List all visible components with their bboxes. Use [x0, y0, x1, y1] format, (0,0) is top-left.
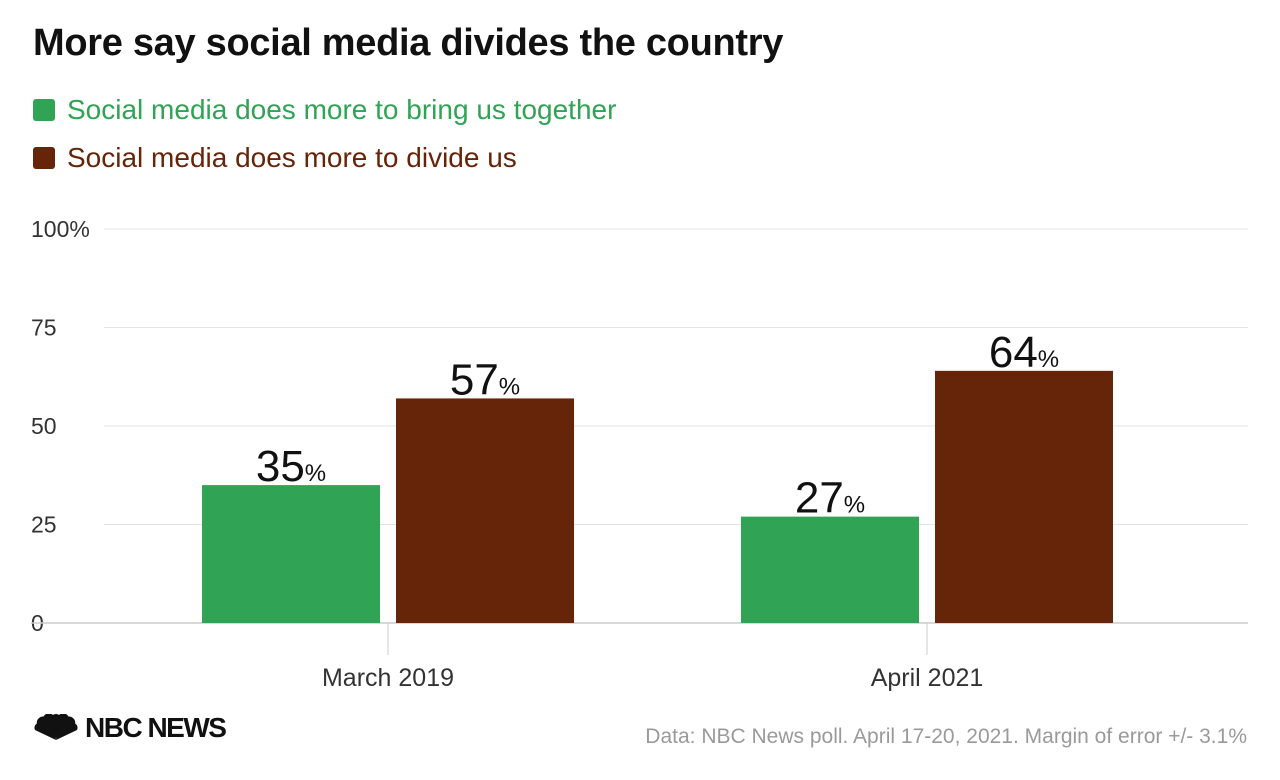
source-note: Data: NBC News poll. April 17-20, 2021. … [645, 725, 1247, 748]
y-tick-label: 75 [31, 315, 57, 341]
y-tick-label: 25 [31, 512, 57, 538]
chart-title: More say social media divides the countr… [33, 22, 784, 64]
legend-label-together: Social media does more to bring us toget… [67, 94, 617, 125]
legend-swatch-divide [33, 147, 55, 169]
data-label: 64% [989, 328, 1059, 377]
y-tick-label: 100% [31, 216, 90, 242]
legend-label-divide: Social media does more to divide us [67, 142, 517, 173]
bar-divide [935, 370, 1113, 623]
legend-item-together: Social media does more to bring us toget… [33, 86, 616, 134]
data-label: 27% [795, 474, 865, 523]
legend-swatch-together [33, 99, 55, 121]
x-tick-label: March 2019 [322, 664, 454, 692]
nbc-news-wordmark: NBC NEWS [85, 712, 227, 743]
bar-together [202, 485, 380, 623]
x-tick-label: April 2021 [871, 664, 984, 692]
nbc-news-logo: NBC NEWS [33, 712, 227, 744]
bar-divide [396, 398, 574, 623]
legend: Social media does more to bring us toget… [33, 86, 616, 182]
data-label: 35% [256, 442, 326, 491]
data-label: 57% [450, 355, 520, 404]
bar-together [741, 516, 919, 623]
nbc-peacock-icon [34, 714, 78, 740]
legend-item-divide: Social media does more to divide us [33, 134, 616, 182]
y-tick-label: 50 [31, 413, 57, 439]
